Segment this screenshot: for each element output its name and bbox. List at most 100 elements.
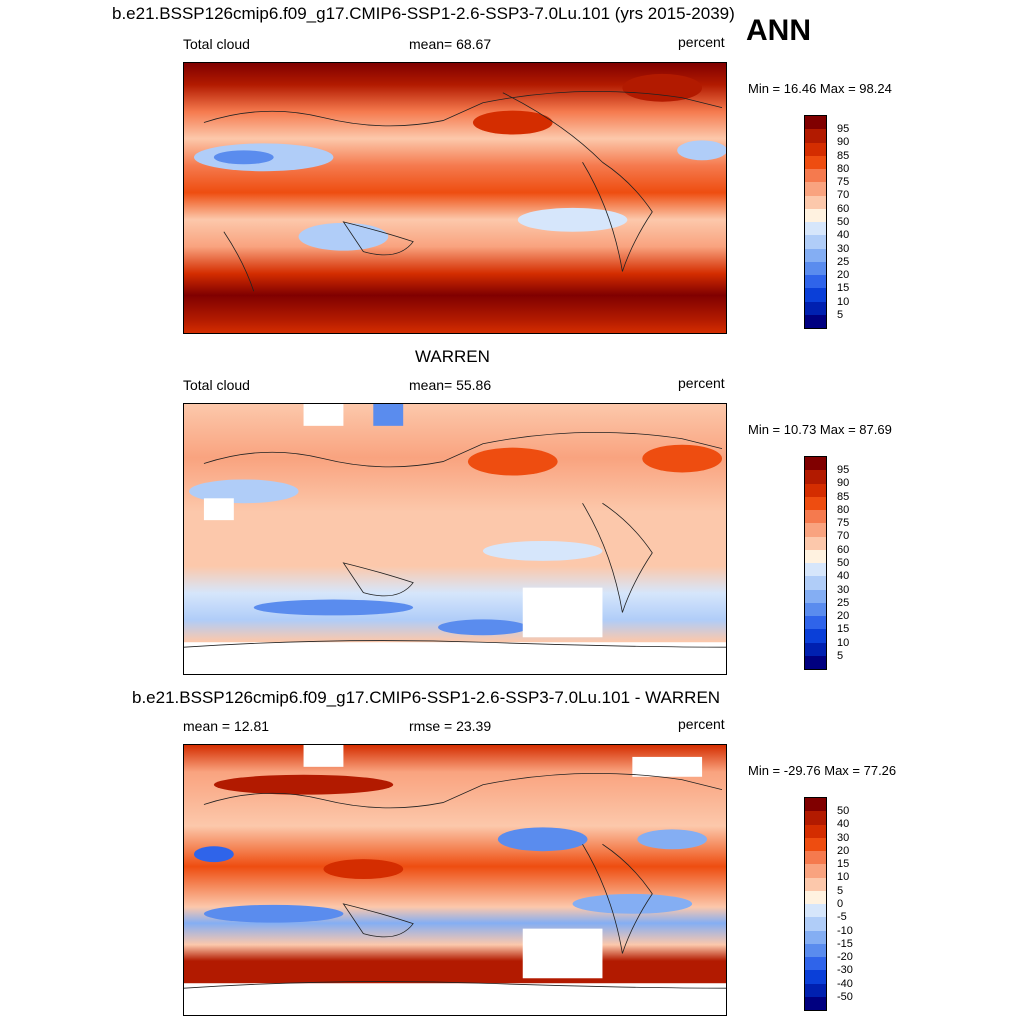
- colorbar-swatch: [805, 222, 826, 236]
- colorbar-swatch: [805, 457, 826, 471]
- colorbar-swatch: [805, 642, 826, 656]
- colorbar-swatch: [805, 983, 826, 997]
- colorbar-tick: -50: [837, 991, 853, 1003]
- colorbar-swatch: [805, 655, 826, 669]
- panel-title: b.e21.BSSP126cmip6.f09_g17.CMIP6-SSP1-2.…: [112, 4, 735, 23]
- colorbar-tick: 25: [837, 597, 850, 609]
- colorbar-tick: 15: [837, 623, 850, 635]
- colorbar-tick: 50: [837, 216, 850, 228]
- colorbar-swatch: [805, 890, 826, 904]
- colorbar-swatch: [805, 116, 826, 130]
- map-model: [183, 62, 727, 334]
- colorbar-tick: 85: [837, 150, 850, 162]
- colorbar-tick: 10: [837, 871, 850, 883]
- colorbar-swatch: [805, 261, 826, 275]
- colorbar-model: [804, 115, 827, 329]
- colorbar-swatch: [805, 824, 826, 838]
- colorbar-tick: 75: [837, 176, 850, 188]
- colorbar-swatch: [805, 314, 826, 328]
- colorbar-swatch: [805, 549, 826, 563]
- colorbar-tick: 50: [837, 805, 850, 817]
- colorbar-tick: 50: [837, 557, 850, 569]
- map-observation: [183, 403, 727, 675]
- colorbar-tick: 5: [837, 650, 844, 662]
- colorbar-tick: 15: [837, 858, 850, 870]
- colorbar-swatch: [805, 142, 826, 156]
- colorbar-swatch: [805, 195, 826, 209]
- colorbar-swatch: [805, 155, 826, 169]
- units-label: percent: [678, 375, 725, 391]
- colorbar-tick: 95: [837, 123, 850, 135]
- colorbar-swatches: [805, 457, 826, 669]
- colorbar-observation: [804, 456, 827, 670]
- colorbar-tick: -40: [837, 978, 853, 990]
- colorbar-swatch: [805, 536, 826, 550]
- colorbar-tick: 85: [837, 491, 850, 503]
- panel-title: b.e21.BSSP126cmip6.f09_g17.CMIP6-SSP1-2.…: [132, 688, 721, 707]
- colorbar-swatch: [805, 288, 826, 302]
- colorbar-swatch: [805, 589, 826, 603]
- colorbar-swatch: [805, 996, 826, 1010]
- colorbar-swatch: [805, 182, 826, 196]
- colorbar-tick: -5: [837, 911, 847, 923]
- colorbar-tick: 30: [837, 832, 850, 844]
- colorbar-tick: 70: [837, 530, 850, 542]
- colorbar-tick: 90: [837, 477, 850, 489]
- variable-label: Total cloud: [183, 36, 250, 52]
- colorbar-tick: 60: [837, 544, 850, 556]
- minmax-label: Min = 16.46 Max = 98.24: [748, 81, 892, 96]
- mean-label: mean= 68.67: [409, 36, 492, 52]
- colorbar-tick: 90: [837, 136, 850, 148]
- colorbar-swatch: [805, 877, 826, 891]
- panel-title: WARREN: [415, 347, 490, 366]
- minmax-label: Min = -29.76 Max = 77.26: [748, 763, 897, 778]
- colorbar-swatch: [805, 208, 826, 222]
- colorbar-swatch: [805, 837, 826, 851]
- colorbar-tick: 80: [837, 504, 850, 516]
- colorbar-swatch: [805, 930, 826, 944]
- colorbar-tick: -10: [837, 925, 853, 937]
- colorbar-tick: 20: [837, 845, 850, 857]
- colorbar-swatch: [805, 235, 826, 249]
- mean-label: mean= 55.86: [409, 377, 492, 393]
- colorbar-swatch: [805, 904, 826, 918]
- variable-label: Total cloud: [183, 377, 250, 393]
- colorbar-swatch: [805, 483, 826, 497]
- colorbar-tick: 5: [837, 309, 844, 321]
- colorbar-swatch: [805, 470, 826, 484]
- colorbar-swatch: [805, 496, 826, 510]
- colorbar-swatch: [805, 851, 826, 865]
- minmax-label: Min = 10.73 Max = 87.69: [748, 422, 892, 437]
- colorbar-swatch: [805, 129, 826, 143]
- colorbar-swatch: [805, 248, 826, 262]
- mean-label: mean = 12.81: [183, 718, 270, 734]
- colorbar-tick: 80: [837, 163, 850, 175]
- colorbar-tick: 20: [837, 269, 850, 281]
- colorbar-tick: 20: [837, 610, 850, 622]
- colorbar-tick: 40: [837, 229, 850, 241]
- colorbar-swatch: [805, 275, 826, 289]
- colorbar-tick: -15: [837, 938, 853, 950]
- colorbar-swatch: [805, 602, 826, 616]
- colorbar-swatch: [805, 943, 826, 957]
- colorbar-swatch: [805, 798, 826, 812]
- units-label: percent: [678, 716, 725, 732]
- units-label: percent: [678, 34, 725, 50]
- colorbar-tick: 30: [837, 243, 850, 255]
- colorbar-tick: 40: [837, 570, 850, 582]
- colorbar-tick: 25: [837, 256, 850, 268]
- colorbar-swatch: [805, 301, 826, 315]
- colorbar-tick: -20: [837, 951, 853, 963]
- colorbar-tick: 60: [837, 203, 850, 215]
- colorbar-swatches: [805, 798, 826, 1010]
- colorbar-swatch: [805, 811, 826, 825]
- colorbar-tick: 5: [837, 885, 844, 897]
- colorbar-swatch: [805, 970, 826, 984]
- colorbar-swatches: [805, 116, 826, 328]
- colorbar-swatch: [805, 510, 826, 524]
- colorbar-difference: [804, 797, 827, 1011]
- colorbar-swatch: [805, 917, 826, 931]
- colorbar-tick: 95: [837, 464, 850, 476]
- colorbar-swatch: [805, 523, 826, 537]
- colorbar-swatch: [805, 576, 826, 590]
